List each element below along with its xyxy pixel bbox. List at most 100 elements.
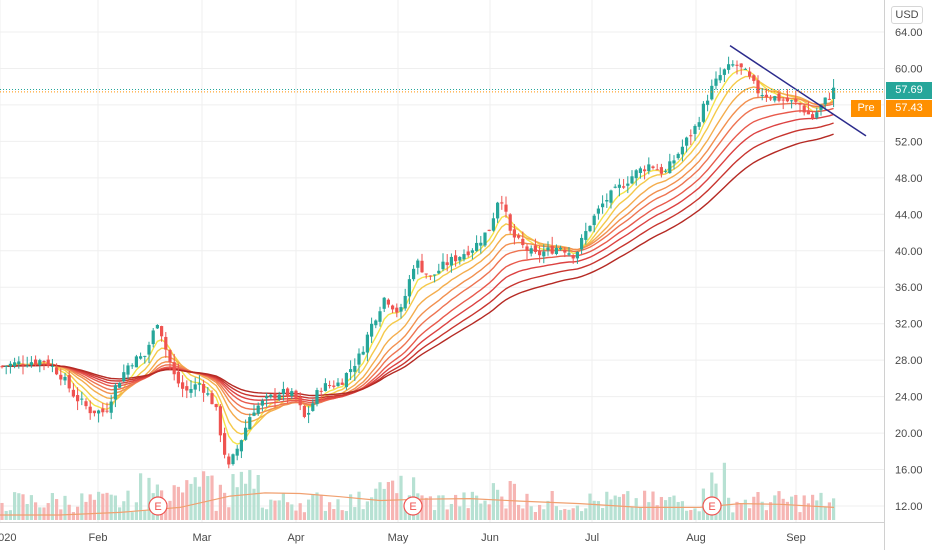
candle	[823, 97, 827, 110]
volume-bar	[584, 508, 588, 520]
volume-bar	[370, 497, 374, 520]
candle	[785, 89, 789, 103]
volume-bar	[248, 470, 252, 520]
volume-bar	[643, 490, 647, 520]
candle-body	[521, 238, 525, 246]
candle-body	[680, 146, 684, 155]
y-axis[interactable]: 64.00 60.00 52.00 48.00 44.00 40.00 36.00 32.00…	[895, 27, 923, 513]
candle	[395, 303, 399, 318]
volume-bar	[731, 512, 735, 520]
candle-body	[559, 247, 563, 250]
volume-bar	[227, 507, 231, 520]
candle-body	[223, 433, 227, 455]
candle	[676, 152, 680, 160]
candle-body	[46, 359, 50, 366]
candle-body	[588, 225, 592, 232]
candle	[731, 60, 735, 68]
candle-body	[244, 427, 248, 440]
candle-body	[307, 412, 311, 415]
candle-body	[269, 394, 273, 397]
volume-bar	[193, 477, 197, 520]
earnings-marker[interactable]: E	[148, 496, 168, 516]
volume-bar	[832, 498, 836, 520]
candle-body	[13, 362, 17, 367]
candle	[634, 169, 638, 186]
volume-bar	[176, 486, 180, 520]
volume-bar	[218, 484, 222, 520]
volume-bar	[147, 477, 151, 520]
volume-bar	[475, 495, 479, 520]
candle-body	[454, 255, 458, 262]
candle	[697, 116, 701, 130]
trendline[interactable]	[729, 45, 867, 137]
candle	[638, 166, 642, 179]
candle	[428, 275, 432, 281]
x-axis[interactable]: 2020 Feb Mar Apr May Jun Jul Aug Sep	[0, 532, 806, 544]
volume-bar	[512, 483, 516, 520]
candle-body	[4, 365, 8, 367]
candle-body	[512, 229, 516, 238]
candle	[659, 163, 663, 178]
earnings-label: E	[409, 501, 416, 513]
volume-bar	[479, 503, 483, 520]
candle	[189, 380, 193, 398]
candle	[147, 341, 151, 364]
candle	[794, 90, 798, 106]
volume-bar	[727, 497, 731, 520]
candle	[122, 364, 126, 383]
candle	[542, 244, 546, 264]
candle	[323, 378, 327, 392]
candle-body	[626, 183, 630, 186]
volume-bar	[290, 504, 294, 520]
candle-body	[50, 365, 54, 367]
candle	[563, 247, 567, 258]
volume-bar	[697, 511, 701, 520]
earnings-circle	[702, 496, 722, 516]
candle-body	[290, 391, 294, 396]
ema-line	[1, 107, 834, 405]
candle	[710, 79, 714, 101]
candle-body	[97, 410, 101, 414]
candle	[567, 246, 571, 257]
candle	[689, 129, 693, 146]
candle	[832, 79, 836, 108]
candle	[613, 184, 617, 189]
volume-bar	[680, 501, 684, 520]
candle	[483, 232, 487, 248]
volume-bar	[88, 494, 92, 520]
volume-bar	[353, 507, 357, 520]
candle-body	[777, 93, 781, 101]
ema-ribbon	[1, 68, 835, 445]
candle-body	[281, 388, 285, 395]
currency-button[interactable]: USD	[891, 6, 923, 24]
candle	[575, 251, 579, 264]
candle	[168, 348, 172, 371]
volume-bar	[781, 498, 785, 520]
candle-body	[580, 237, 584, 250]
candle	[718, 67, 722, 84]
y-tick-label: 28.00	[895, 355, 923, 367]
candle-body	[332, 385, 336, 387]
candle-body	[164, 336, 168, 350]
candle	[441, 253, 445, 272]
volume-bar	[601, 508, 605, 520]
candle	[252, 404, 256, 417]
candle-body	[769, 98, 773, 100]
candle	[391, 304, 395, 314]
candle-body	[533, 245, 537, 252]
candle-body	[399, 307, 403, 312]
candle	[92, 410, 96, 417]
candle	[386, 298, 390, 308]
candle-body	[420, 260, 424, 273]
volume-bar	[260, 507, 264, 520]
earnings-marker[interactable]: E	[702, 496, 722, 516]
earnings-marker[interactable]: E	[403, 496, 423, 516]
candle-body	[466, 251, 470, 256]
candle	[454, 250, 458, 267]
y-tick-label: 60.00	[895, 63, 923, 75]
candle	[449, 253, 453, 273]
volume-bar	[38, 507, 42, 520]
candle	[752, 74, 756, 84]
